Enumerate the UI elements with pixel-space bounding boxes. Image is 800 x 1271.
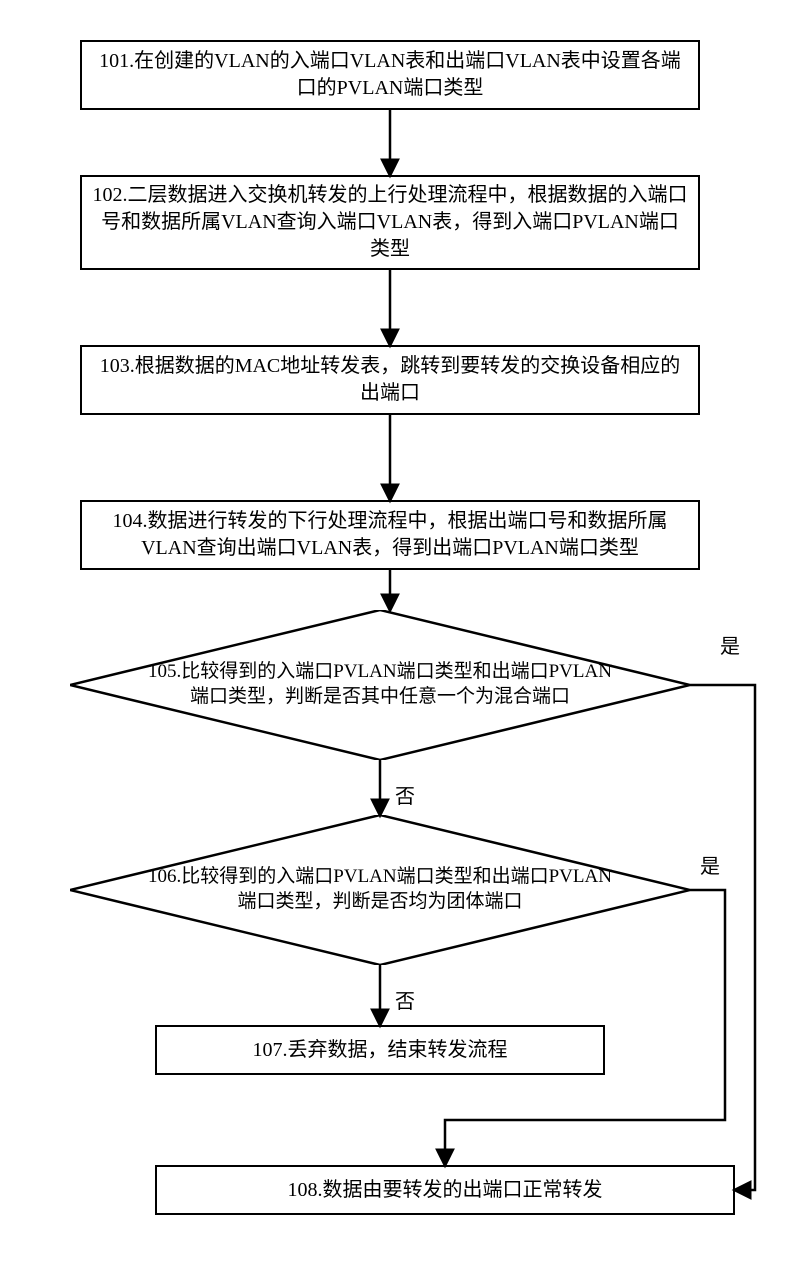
step-102-text: 102.二层数据进入交换机转发的上行处理流程中，根据数据的入端口号和数据所属VL… (92, 182, 688, 263)
label-106-no: 否 (395, 985, 415, 1014)
step-104: 104.数据进行转发的下行处理流程中，根据出端口号和数据所属VLAN查询出端口V… (80, 500, 700, 570)
decision-106-text: 106.比较得到的入端口PVLAN端口类型和出端口PVLAN端口类型，判断是否均… (140, 865, 620, 914)
flowchart-canvas: 101.在创建的VLAN的入端口VLAN表和出端口VLAN表中设置各端口的PVL… (0, 0, 800, 1271)
decision-105: 105.比较得到的入端口PVLAN端口类型和出端口PVLAN端口类型，判断是否其… (70, 610, 690, 760)
label-105-yes: 是 (720, 630, 740, 659)
step-107: 107.丢弃数据，结束转发流程 (155, 1025, 605, 1075)
step-101: 101.在创建的VLAN的入端口VLAN表和出端口VLAN表中设置各端口的PVL… (80, 40, 700, 110)
step-108-text: 108.数据由要转发的出端口正常转发 (288, 1177, 603, 1204)
step-108: 108.数据由要转发的出端口正常转发 (155, 1165, 735, 1215)
decision-106: 106.比较得到的入端口PVLAN端口类型和出端口PVLAN端口类型，判断是否均… (70, 815, 690, 965)
step-104-text: 104.数据进行转发的下行处理流程中，根据出端口号和数据所属VLAN查询出端口V… (92, 508, 688, 562)
decision-105-text: 105.比较得到的入端口PVLAN端口类型和出端口PVLAN端口类型，判断是否其… (140, 660, 620, 709)
step-101-text: 101.在创建的VLAN的入端口VLAN表和出端口VLAN表中设置各端口的PVL… (92, 48, 688, 102)
label-106-yes: 是 (700, 850, 720, 879)
label-105-no: 否 (395, 780, 415, 809)
edge-e7 (690, 685, 755, 1190)
step-107-text: 107.丢弃数据，结束转发流程 (253, 1037, 508, 1064)
step-103-text: 103.根据数据的MAC地址转发表，跳转到要转发的交换设备相应的出端口 (92, 353, 688, 407)
step-103: 103.根据数据的MAC地址转发表，跳转到要转发的交换设备相应的出端口 (80, 345, 700, 415)
step-102: 102.二层数据进入交换机转发的上行处理流程中，根据数据的入端口号和数据所属VL… (80, 175, 700, 270)
